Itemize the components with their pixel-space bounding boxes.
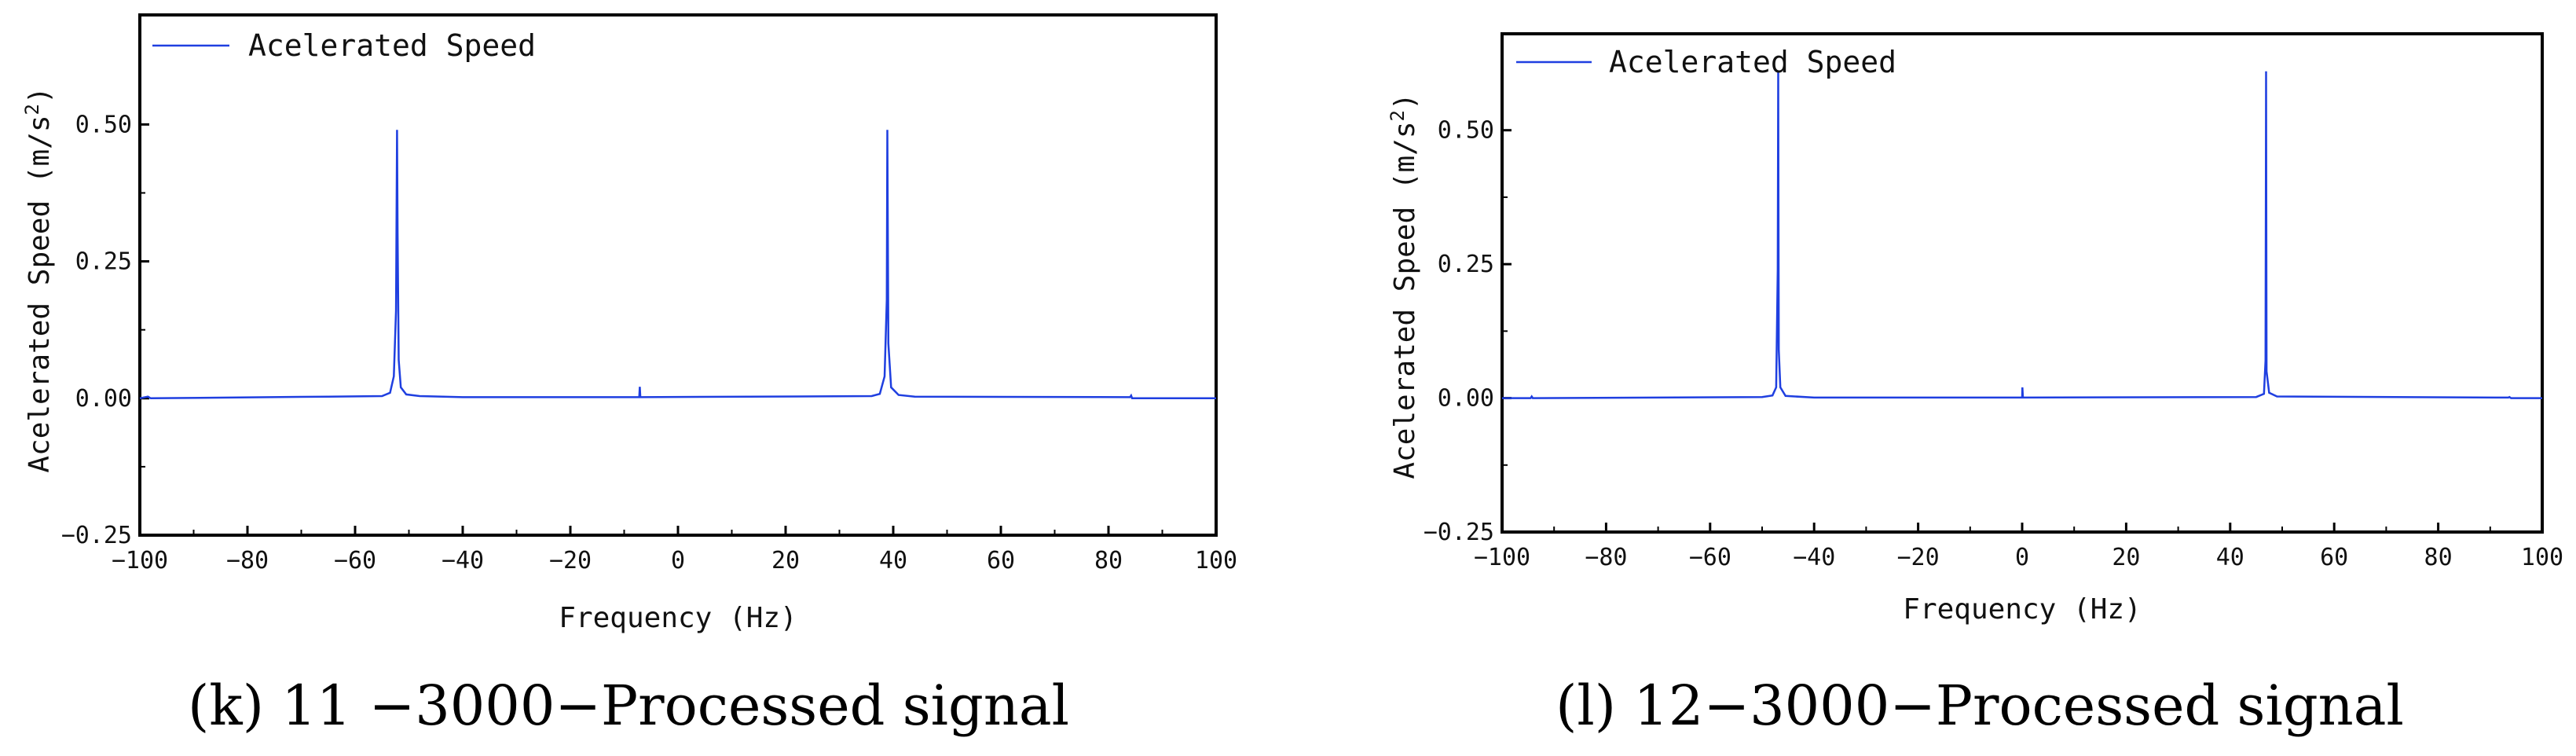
chart-k-y-axis-title-sup: 2 bbox=[21, 104, 43, 115]
x-tick-label: 40 bbox=[879, 547, 907, 574]
x-tick-label: 20 bbox=[771, 547, 800, 574]
chart-k-y-axis-title-text: Acelerated Speed (m/s bbox=[24, 115, 56, 472]
x-tick-label: −20 bbox=[549, 547, 592, 574]
chart-k-y-axis-title: Acelerated Speed (m/s2) bbox=[21, 86, 56, 472]
x-tick-label: −100 bbox=[1474, 544, 1530, 571]
x-tick-label: 100 bbox=[2521, 544, 2563, 571]
x-tick-label: 100 bbox=[1195, 547, 1237, 574]
chart-l-y-axis-title-sup: 2 bbox=[1387, 110, 1409, 121]
y-tick-label: 0.25 bbox=[75, 248, 132, 276]
chart-k-plot-frame bbox=[138, 13, 1218, 537]
chart-l-y-axis-title-close: ) bbox=[1389, 93, 1421, 110]
x-tick-label: −20 bbox=[1897, 544, 1940, 571]
x-tick-label: 60 bbox=[2320, 544, 2348, 571]
chart-k-y-axis-title-close: ) bbox=[24, 86, 56, 104]
x-tick-label: 0 bbox=[671, 547, 685, 574]
chart-k-x-axis-title: Frequency (Hz) bbox=[559, 602, 797, 634]
x-tick-label: −60 bbox=[334, 547, 376, 574]
y-tick-label: 0.00 bbox=[75, 385, 132, 413]
x-tick-label: 20 bbox=[2112, 544, 2140, 571]
chart-l-series-line bbox=[1502, 71, 2542, 399]
chart-k-x-tick-labels: −100 −80 −60 −40 −20 0 20 40 60 80 100 bbox=[112, 547, 1237, 574]
chart-l-y-tick-labels: −0.25 0.00 0.25 0.50 bbox=[1424, 117, 1494, 546]
x-tick-label: −100 bbox=[112, 547, 168, 574]
y-tick-label: −0.25 bbox=[61, 522, 132, 549]
x-tick-label: −40 bbox=[442, 547, 484, 574]
chart-l: −100 −80 −60 −40 −20 0 20 40 60 80 100 −0.25 0.00 0.… bbox=[1387, 32, 2563, 738]
y-tick-label: −0.25 bbox=[1424, 519, 1494, 546]
y-tick-label: 0.00 bbox=[1438, 385, 1494, 413]
chart-k-y-tick-labels: −0.25 0.00 0.25 0.50 bbox=[61, 111, 132, 549]
chart-l-legend-label: Acelerated Speed bbox=[1609, 45, 1896, 79]
chart-k-caption: (k) 11 −3000−Processed signal bbox=[188, 673, 1069, 738]
y-tick-label: 0.50 bbox=[75, 111, 132, 138]
chart-l-caption: (l) 12−3000−Processed signal bbox=[1555, 673, 2404, 738]
chart-l-plot-frame bbox=[1501, 32, 2544, 534]
x-tick-label: 80 bbox=[2424, 544, 2453, 571]
y-tick-label: 0.25 bbox=[1438, 251, 1494, 278]
chart-l-x-ticks bbox=[1501, 523, 2544, 532]
y-tick-label: 0.50 bbox=[1438, 117, 1494, 145]
x-tick-label: −40 bbox=[1793, 544, 1835, 571]
x-tick-label: 80 bbox=[1094, 547, 1123, 574]
x-tick-label: 40 bbox=[2216, 544, 2244, 571]
x-tick-label: 0 bbox=[2015, 544, 2029, 571]
x-tick-label: −80 bbox=[1585, 544, 1627, 571]
x-tick-label: −80 bbox=[226, 547, 269, 574]
chart-k-legend-label: Acelerated Speed bbox=[248, 28, 536, 63]
chart-l-x-tick-labels: −100 −80 −60 −40 −20 0 20 40 60 80 100 bbox=[1474, 544, 2563, 571]
chart-k: −100 −80 −60 −40 −20 0 20 40 60 80 100 −0.25 0.00 0.… bbox=[21, 13, 1237, 738]
x-tick-label: 60 bbox=[987, 547, 1015, 574]
chart-k-x-ticks bbox=[138, 526, 1218, 535]
chart-l-y-axis-title: Acelerated Speed (m/s2) bbox=[1387, 93, 1421, 479]
x-tick-label: −60 bbox=[1689, 544, 1731, 571]
chart-l-y-axis-title-text: Acelerated Speed (m/s bbox=[1389, 121, 1421, 479]
chart-l-x-axis-title: Frequency (Hz) bbox=[1903, 593, 2141, 626]
chart-k-series-line bbox=[139, 130, 1216, 400]
